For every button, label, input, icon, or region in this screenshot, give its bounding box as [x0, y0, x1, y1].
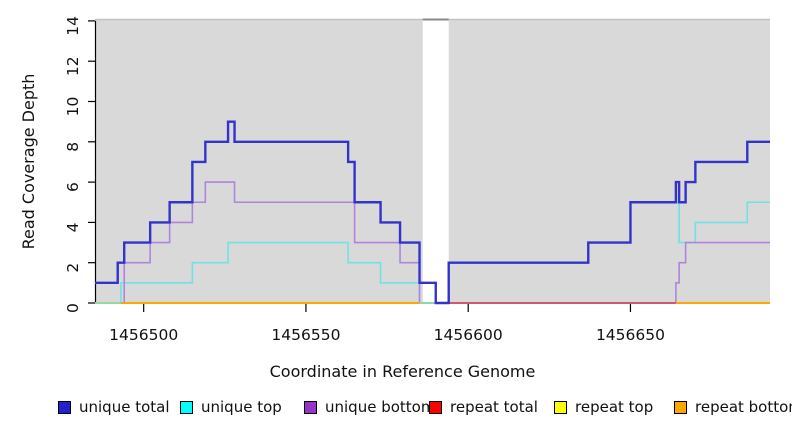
legend-item-unique-top: unique top [180, 398, 282, 416]
legend-item-unique-total: unique total [58, 398, 170, 416]
legend-label: repeat bottom [695, 398, 792, 416]
coverage-gap-region [422, 20, 449, 303]
legend-swatch-unique-bottom [304, 400, 317, 414]
x-tick-label: 1456550 [271, 326, 340, 344]
coverage-plot: 0 2 4 6 8 10 12 14 Read Coverage Depth 1456500 145… [19, 16, 770, 381]
legend-label: unique bottom [325, 398, 436, 416]
legend-label: unique total [79, 398, 170, 416]
legend: unique total unique top unique bottom repea… [0, 398, 792, 418]
x-tick-label: 1456500 [109, 326, 178, 344]
legend-label: repeat total [450, 398, 538, 416]
y-tick-label: 10 [64, 97, 82, 117]
series-unique-total-line [95, 120, 770, 305]
y-tick-label: 6 [64, 182, 82, 192]
x-tick-label: 1456600 [434, 326, 503, 344]
x-axis-title: Coordinate in Reference Genome [270, 362, 536, 381]
legend-swatch-unique-top [180, 400, 193, 414]
legend-swatch-unique-total [58, 400, 71, 414]
legend-item-repeat-total: repeat total [429, 398, 538, 416]
legend-label: unique top [201, 398, 282, 416]
legend-swatch-repeat-top [554, 400, 567, 414]
legend-item-repeat-bottom: repeat bottom [674, 398, 792, 416]
y-tick-label: 2 [64, 263, 82, 273]
y-tick-label: 14 [64, 16, 82, 36]
legend-swatch-repeat-total [429, 400, 442, 414]
y-tick-label: 12 [64, 56, 82, 76]
legend-swatch-repeat-bottom [674, 400, 687, 414]
legend-label: repeat top [575, 398, 654, 416]
y-tick-label: 8 [64, 142, 82, 152]
y-tick-label: 0 [64, 303, 82, 313]
series-unique-bottom-line [95, 181, 770, 304]
legend-item-repeat-top: repeat top [554, 398, 653, 416]
y-tick-label: 4 [64, 222, 82, 232]
legend-item-unique-bottom: unique bottom [304, 398, 435, 416]
x-tick-label: 1456650 [596, 326, 665, 344]
y-axis-title: Read Coverage Depth [19, 74, 38, 250]
